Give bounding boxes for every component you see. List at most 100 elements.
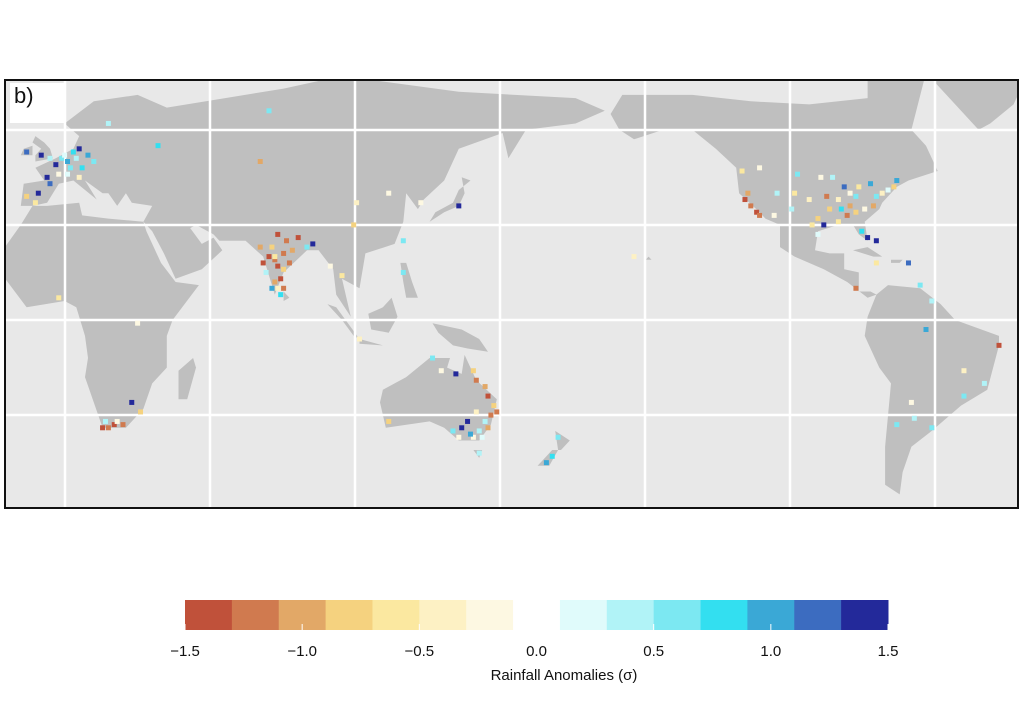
station xyxy=(856,184,862,190)
station xyxy=(830,174,836,180)
station xyxy=(102,418,108,424)
station xyxy=(76,146,82,152)
landmass xyxy=(5,202,199,428)
station xyxy=(450,428,456,434)
panel-label-box xyxy=(10,83,64,123)
colorbar-label: Rainfall Anomalies (σ) xyxy=(491,667,638,684)
landmass xyxy=(32,136,53,162)
station xyxy=(862,206,868,212)
colorbar-tick-label: −1.0 xyxy=(287,643,317,660)
colorbar-swatch xyxy=(231,600,280,630)
station xyxy=(476,428,482,434)
station xyxy=(555,434,561,440)
station xyxy=(961,393,967,399)
station xyxy=(929,298,935,304)
landmass xyxy=(368,297,398,333)
station xyxy=(47,155,53,161)
station xyxy=(491,403,497,409)
station xyxy=(742,197,748,203)
station xyxy=(386,418,392,424)
station xyxy=(459,425,465,431)
station xyxy=(339,273,345,279)
station xyxy=(354,200,360,206)
station xyxy=(809,222,815,228)
graticule xyxy=(5,80,1018,508)
station xyxy=(853,285,859,291)
colorbar-swatch xyxy=(841,600,889,630)
station xyxy=(818,174,824,180)
station xyxy=(824,193,830,199)
landmass xyxy=(891,259,903,263)
station xyxy=(929,425,935,431)
station xyxy=(789,206,795,212)
station xyxy=(38,152,44,158)
station xyxy=(260,260,266,266)
station xyxy=(304,244,310,250)
station xyxy=(873,260,879,266)
station xyxy=(70,149,76,155)
colorbar-swatch xyxy=(794,600,842,630)
station xyxy=(456,203,462,209)
station xyxy=(120,422,126,428)
station xyxy=(272,279,278,285)
station xyxy=(257,159,263,164)
map-frame xyxy=(4,79,1019,509)
station xyxy=(923,327,929,333)
station xyxy=(821,222,827,228)
station xyxy=(65,159,71,164)
colorbar-swatch xyxy=(185,600,233,630)
station xyxy=(473,377,479,383)
station xyxy=(35,190,41,196)
station xyxy=(85,152,91,158)
station xyxy=(281,285,287,291)
station xyxy=(24,149,30,155)
station xyxy=(295,235,301,241)
station xyxy=(155,143,161,149)
station xyxy=(32,200,38,206)
station xyxy=(981,380,987,386)
station xyxy=(905,260,911,266)
station xyxy=(748,203,754,209)
land xyxy=(5,80,1018,495)
station xyxy=(65,171,71,177)
colorbar-swatch xyxy=(325,600,373,630)
colorbar-tick-label: −0.5 xyxy=(405,643,435,660)
station xyxy=(543,460,549,466)
landmass xyxy=(429,177,471,222)
station xyxy=(488,412,494,418)
colorbar-swatch xyxy=(700,600,748,630)
landmass xyxy=(610,80,938,298)
colorbar-swatch xyxy=(606,600,655,630)
station xyxy=(815,231,821,237)
station xyxy=(47,181,53,187)
station xyxy=(456,434,462,440)
station xyxy=(278,276,284,282)
colorbar-swatch xyxy=(419,600,467,630)
colorbar-tick-label: 0.5 xyxy=(643,643,664,660)
colorbar: −1.5 −1.0 −0.5 0.0 0.5 1.0 1.5 xyxy=(170,600,898,660)
station xyxy=(853,209,859,215)
landmass xyxy=(537,430,570,466)
station xyxy=(908,399,914,405)
colorbar-tick-label: 1.5 xyxy=(878,643,899,660)
landmass xyxy=(853,247,883,257)
station xyxy=(289,247,295,253)
station xyxy=(281,250,287,256)
landmass xyxy=(645,256,652,260)
station xyxy=(473,409,479,415)
station xyxy=(873,238,879,244)
station xyxy=(467,431,473,437)
station xyxy=(865,235,871,241)
station xyxy=(835,197,841,203)
station xyxy=(62,152,68,158)
station xyxy=(53,162,59,168)
station xyxy=(494,409,500,415)
station xyxy=(351,222,357,228)
station xyxy=(129,399,135,405)
station xyxy=(114,418,120,424)
colorbar-tick-label: 1.0 xyxy=(760,643,781,660)
station xyxy=(847,190,853,196)
station xyxy=(838,206,844,212)
station xyxy=(24,193,30,199)
